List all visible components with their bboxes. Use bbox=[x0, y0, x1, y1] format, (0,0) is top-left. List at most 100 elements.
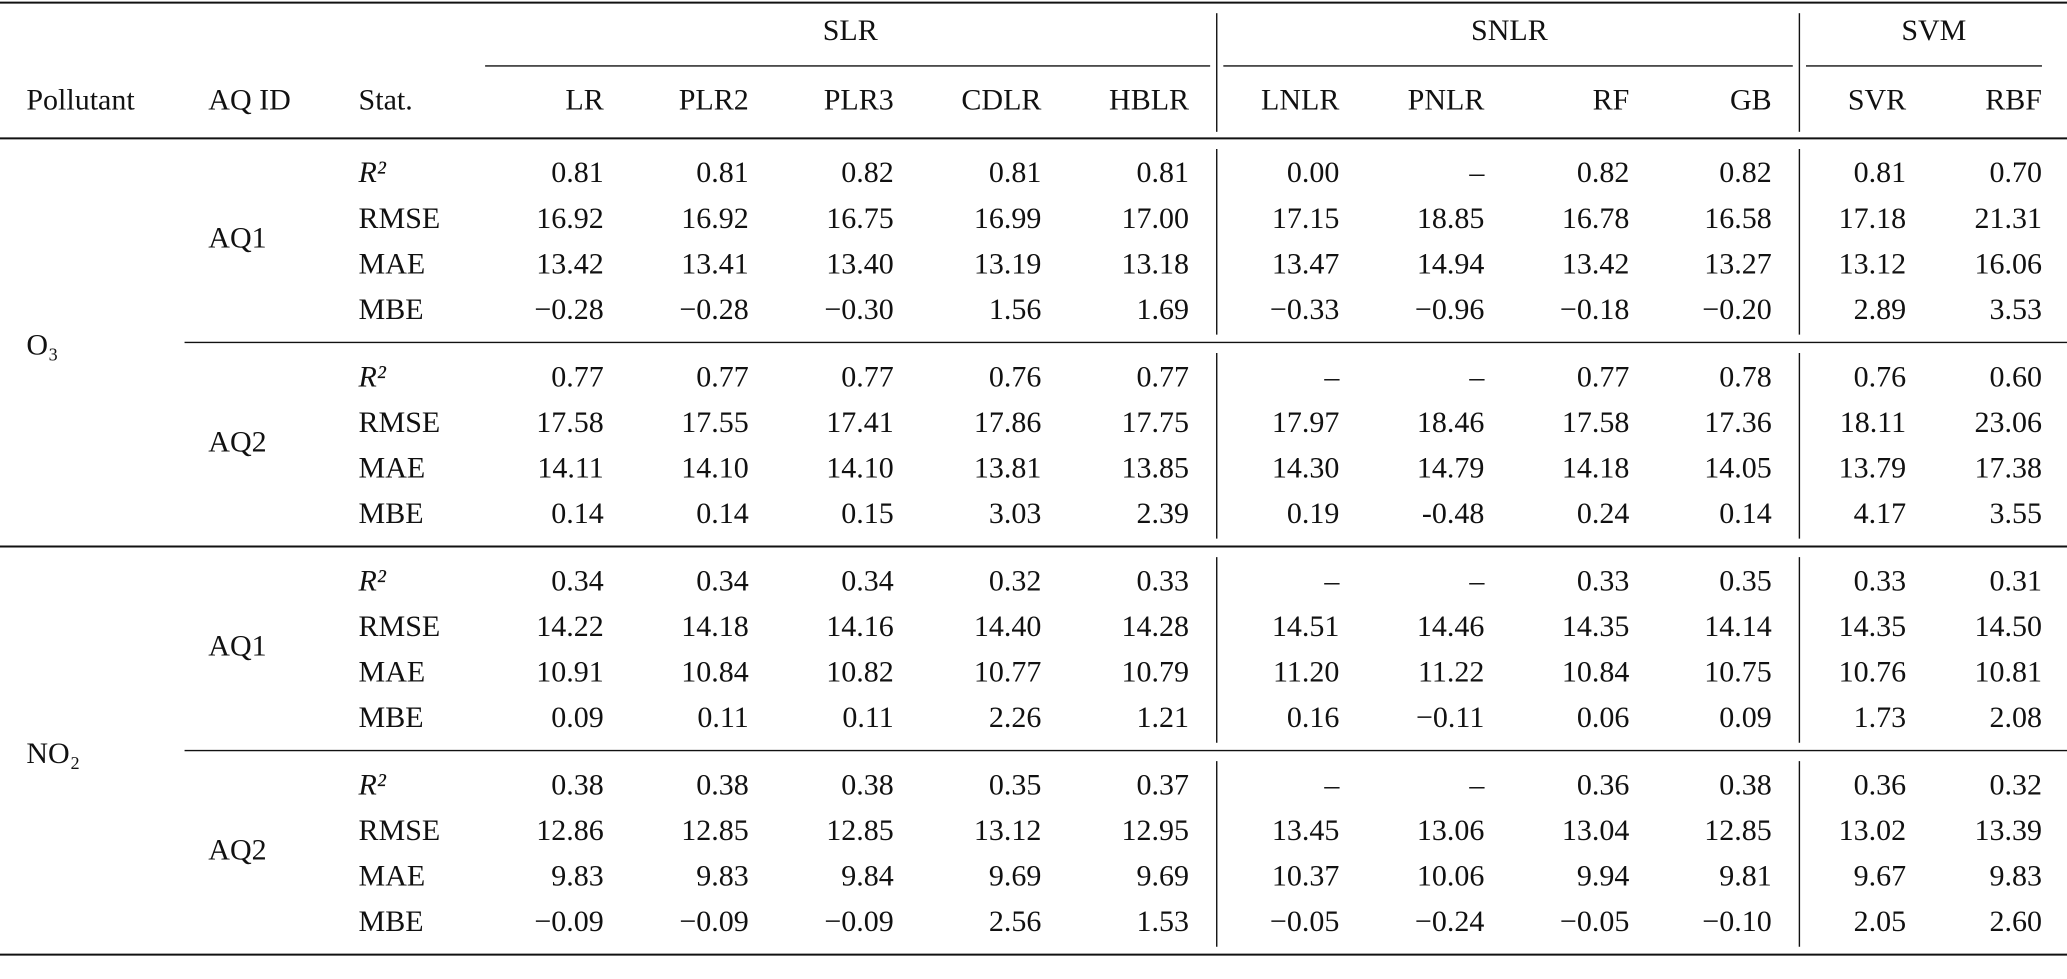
cell-value: 0.81 bbox=[989, 156, 1042, 189]
cell-value: 13.02 bbox=[1839, 814, 1907, 847]
cell-value: −0.05 bbox=[1560, 905, 1629, 938]
cell-value: 0.82 bbox=[1577, 156, 1630, 189]
cell-value: 2.56 bbox=[989, 905, 1042, 938]
cell-value: 2.89 bbox=[1854, 293, 1907, 326]
cell-value: 14.05 bbox=[1704, 452, 1772, 485]
cell-value: 0.77 bbox=[841, 360, 894, 393]
cell-value: 0.11 bbox=[697, 701, 748, 734]
cell-value: 2.05 bbox=[1854, 905, 1907, 938]
column-header: SVR bbox=[1848, 84, 1906, 117]
cell-value: 0.35 bbox=[989, 768, 1042, 801]
cell-value: 12.85 bbox=[1704, 814, 1772, 847]
cell-value: 0.82 bbox=[841, 156, 894, 189]
cell-value: 0.32 bbox=[1989, 768, 2042, 801]
cell-value: 0.38 bbox=[841, 768, 894, 801]
stat-label: RMSE bbox=[359, 202, 441, 235]
cell-value: 16.58 bbox=[1704, 202, 1772, 235]
stat-label: MAE bbox=[359, 860, 426, 893]
group-header: SVM bbox=[1901, 14, 1966, 47]
cell-value: 0.11 bbox=[842, 701, 893, 734]
cell-value: 10.06 bbox=[1417, 860, 1485, 893]
cell-value: −0.24 bbox=[1415, 905, 1484, 938]
cell-value: 0.70 bbox=[1989, 156, 2042, 189]
cell-value: 14.18 bbox=[681, 610, 749, 643]
cell-value: −0.20 bbox=[1702, 293, 1771, 326]
cell-value: −0.28 bbox=[679, 293, 748, 326]
cell-value: 0.19 bbox=[1287, 497, 1340, 530]
cell-value: 0.77 bbox=[1137, 360, 1190, 393]
cell-value: 17.00 bbox=[1122, 202, 1190, 235]
cell-value: 0.09 bbox=[551, 701, 604, 734]
cell-value: 23.06 bbox=[1974, 406, 2042, 439]
cell-value: −0.10 bbox=[1702, 905, 1771, 938]
cell-value: 0.14 bbox=[551, 497, 604, 530]
cell-value: −0.30 bbox=[824, 293, 893, 326]
cell-value: -0.48 bbox=[1422, 497, 1485, 530]
cell-value: 13.04 bbox=[1562, 814, 1630, 847]
cell-value: 9.69 bbox=[989, 860, 1042, 893]
stat-label: RMSE bbox=[359, 610, 441, 643]
stat-label: RMSE bbox=[359, 406, 441, 439]
stat-label: R² bbox=[358, 156, 387, 189]
cell-value: 10.75 bbox=[1704, 656, 1772, 689]
cell-value: 13.06 bbox=[1417, 814, 1485, 847]
cell-value: 13.47 bbox=[1272, 247, 1340, 280]
cell-value: 0.34 bbox=[551, 564, 604, 597]
cell-value: 17.97 bbox=[1272, 406, 1340, 439]
cell-value: – bbox=[1468, 564, 1485, 597]
cell-value: 17.86 bbox=[974, 406, 1042, 439]
cell-value: 9.83 bbox=[1989, 860, 2042, 893]
column-header: CDLR bbox=[961, 84, 1041, 117]
cell-value: 12.85 bbox=[681, 814, 749, 847]
stat-label: MAE bbox=[359, 656, 426, 689]
cell-value: 9.84 bbox=[841, 860, 894, 893]
cell-value: 9.81 bbox=[1719, 860, 1772, 893]
aq-id: AQ2 bbox=[208, 834, 266, 867]
cell-value: 0.16 bbox=[1287, 701, 1340, 734]
cell-value: −0.09 bbox=[824, 905, 893, 938]
cell-value: 16.78 bbox=[1562, 202, 1630, 235]
cell-value: 0.33 bbox=[1854, 564, 1907, 597]
cell-value: 14.40 bbox=[974, 610, 1042, 643]
column-header: Stat. bbox=[359, 84, 413, 117]
cell-value: 9.83 bbox=[551, 860, 604, 893]
cell-value: −0.09 bbox=[534, 905, 603, 938]
cell-value: 10.84 bbox=[1562, 656, 1630, 689]
cell-value: 13.27 bbox=[1704, 247, 1772, 280]
cell-value: 13.40 bbox=[826, 247, 894, 280]
cell-value: 0.00 bbox=[1287, 156, 1340, 189]
group-header: SLR bbox=[823, 14, 878, 47]
aq-id: AQ1 bbox=[208, 221, 266, 254]
cell-value: 13.79 bbox=[1839, 452, 1907, 485]
cell-value: 10.77 bbox=[974, 656, 1042, 689]
cell-value: 0.33 bbox=[1577, 564, 1630, 597]
cell-value: −0.11 bbox=[1416, 701, 1484, 734]
cell-value: 1.69 bbox=[1137, 293, 1190, 326]
cell-value: 0.78 bbox=[1719, 360, 1772, 393]
cell-value: 13.39 bbox=[1974, 814, 2042, 847]
cell-value: – bbox=[1323, 768, 1340, 801]
stat-label: MBE bbox=[359, 293, 424, 326]
cell-value: 0.34 bbox=[696, 564, 749, 597]
cell-value: 10.84 bbox=[681, 656, 749, 689]
cell-value: 0.06 bbox=[1577, 701, 1630, 734]
cell-value: 3.55 bbox=[1989, 497, 2042, 530]
cell-value: 11.20 bbox=[1273, 656, 1339, 689]
cell-value: 0.37 bbox=[1137, 768, 1190, 801]
cell-value: −0.96 bbox=[1415, 293, 1484, 326]
cell-value: −0.09 bbox=[679, 905, 748, 938]
cell-value: 16.06 bbox=[1974, 247, 2042, 280]
cell-value: 0.76 bbox=[989, 360, 1042, 393]
cell-value: 14.46 bbox=[1417, 610, 1485, 643]
cell-value: 14.18 bbox=[1562, 452, 1630, 485]
cell-value: 4.17 bbox=[1854, 497, 1907, 530]
cell-value: 17.55 bbox=[681, 406, 749, 439]
cell-value: 14.79 bbox=[1417, 452, 1485, 485]
cell-value: 0.34 bbox=[841, 564, 894, 597]
cell-value: 14.30 bbox=[1272, 452, 1340, 485]
stat-label: MBE bbox=[359, 497, 424, 530]
cell-value: 17.15 bbox=[1272, 202, 1340, 235]
cell-value: 18.11 bbox=[1840, 406, 1906, 439]
cell-value: 0.38 bbox=[551, 768, 604, 801]
cell-value: 12.95 bbox=[1122, 814, 1190, 847]
